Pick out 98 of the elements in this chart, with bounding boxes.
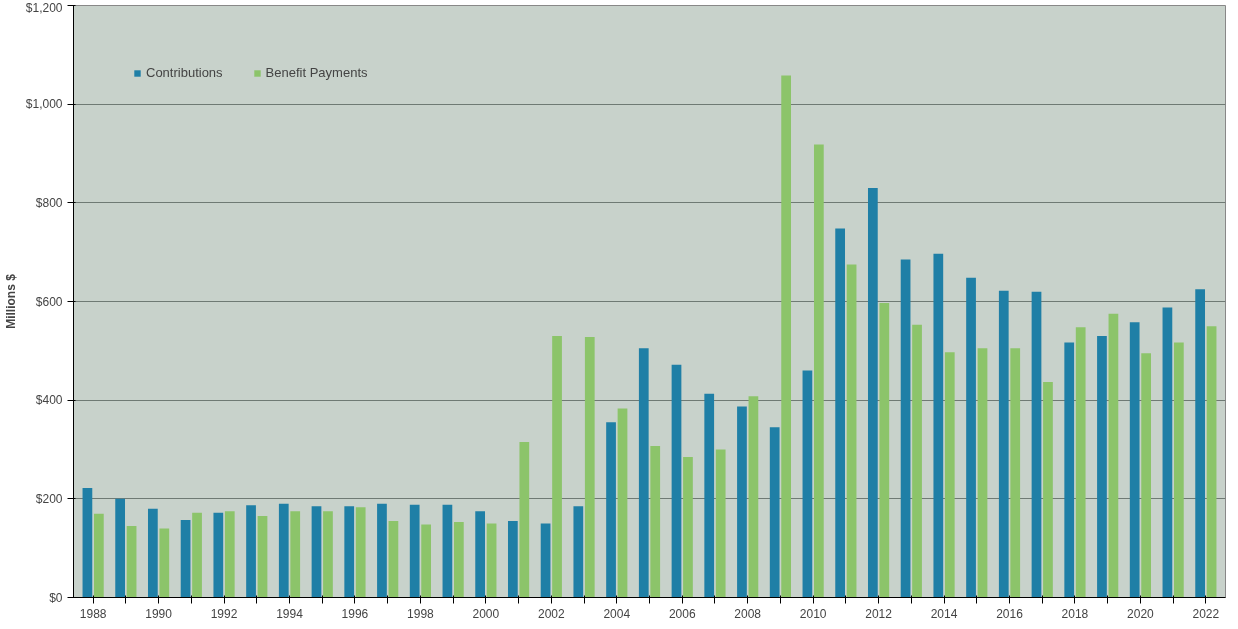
legend-label: Benefit Payments [265, 65, 368, 80]
bar [1031, 291, 1042, 598]
bar [846, 264, 857, 598]
y-tick-label: $1,000 [25, 97, 63, 112]
x-tick-label: 2012 [865, 606, 893, 621]
bar [454, 522, 464, 598]
bar [606, 422, 616, 598]
bar [180, 520, 191, 598]
bar [683, 456, 693, 598]
bar [1010, 348, 1021, 598]
bar [835, 228, 845, 598]
bar [159, 528, 170, 598]
bar [573, 506, 584, 598]
bar [82, 487, 93, 598]
x-tick-label: 2004 [603, 606, 631, 621]
x-tick-label: 2022 [1192, 606, 1220, 621]
bar [377, 503, 387, 598]
y-tick-label: $600 [35, 294, 63, 309]
bar [1195, 289, 1205, 598]
bar [671, 364, 682, 598]
bar [344, 506, 355, 598]
legend-label: Contributions [146, 65, 223, 80]
bar [933, 253, 944, 598]
x-tick-label: 2008 [734, 606, 762, 621]
bar [650, 446, 661, 598]
bar [769, 427, 780, 598]
bar [900, 259, 911, 598]
bar [257, 516, 268, 598]
bar [1097, 336, 1107, 598]
bar [323, 511, 333, 598]
y-tick-label: $800 [35, 195, 63, 210]
bar [879, 302, 890, 598]
bar [278, 503, 289, 598]
x-tick-label: 2006 [668, 606, 696, 621]
y-tick-label: $200 [35, 491, 63, 506]
bar [388, 521, 399, 598]
bar [802, 370, 813, 598]
bar [126, 525, 137, 598]
x-tick-label: 2020 [1127, 606, 1155, 621]
bar [912, 324, 922, 598]
bar [1206, 326, 1217, 598]
bar [486, 523, 497, 598]
bar [998, 290, 1009, 598]
bar [1108, 313, 1119, 598]
bar [868, 188, 878, 598]
bar [421, 524, 431, 598]
bar [552, 336, 562, 598]
bar [966, 277, 976, 598]
bar [1064, 342, 1075, 598]
x-tick-label: 1988 [79, 606, 107, 621]
x-tick-label: 2018 [1061, 606, 1089, 621]
bar [224, 511, 235, 598]
bar [409, 504, 420, 598]
bar [814, 144, 824, 598]
x-tick-label: 1998 [407, 606, 435, 621]
y-tick-label: $1,200 [25, 0, 63, 15]
bar [148, 508, 158, 598]
bar [519, 442, 530, 598]
bar [508, 521, 518, 598]
y-tick-label: $0 [49, 590, 63, 605]
bar [192, 512, 202, 598]
x-tick-label: 1990 [145, 606, 173, 621]
bar [617, 408, 628, 598]
bar [584, 337, 595, 598]
bar [246, 505, 256, 598]
x-tick-label: 1994 [276, 606, 304, 621]
x-tick-label: 1992 [210, 606, 238, 621]
bar [115, 498, 125, 598]
bar [1162, 307, 1173, 598]
bar [715, 449, 726, 598]
bar [290, 511, 301, 598]
bar [1129, 322, 1140, 598]
bar [442, 504, 453, 598]
bar [638, 348, 649, 598]
x-tick-label: 2016 [996, 606, 1024, 621]
bar [944, 352, 955, 598]
bar [977, 348, 988, 598]
bar [781, 75, 791, 598]
bar [540, 523, 551, 598]
x-tick-label: 2000 [472, 606, 500, 621]
x-tick-label: 2014 [930, 606, 958, 621]
y-axis-title: Millions $ [3, 273, 18, 329]
x-tick-label: 2002 [537, 606, 565, 621]
bar [1141, 353, 1151, 598]
bar [704, 393, 715, 598]
bar [355, 507, 366, 598]
bar [311, 506, 322, 598]
x-tick-label: 1996 [341, 606, 369, 621]
bar [213, 512, 224, 598]
y-tick-label: $400 [35, 393, 63, 408]
bar [737, 406, 747, 598]
bar [1043, 381, 1053, 598]
bar [1075, 327, 1086, 598]
bar [1174, 342, 1184, 598]
bar [748, 396, 759, 598]
bar [475, 511, 485, 598]
x-tick-label: 2010 [799, 606, 827, 621]
bar [94, 513, 104, 598]
